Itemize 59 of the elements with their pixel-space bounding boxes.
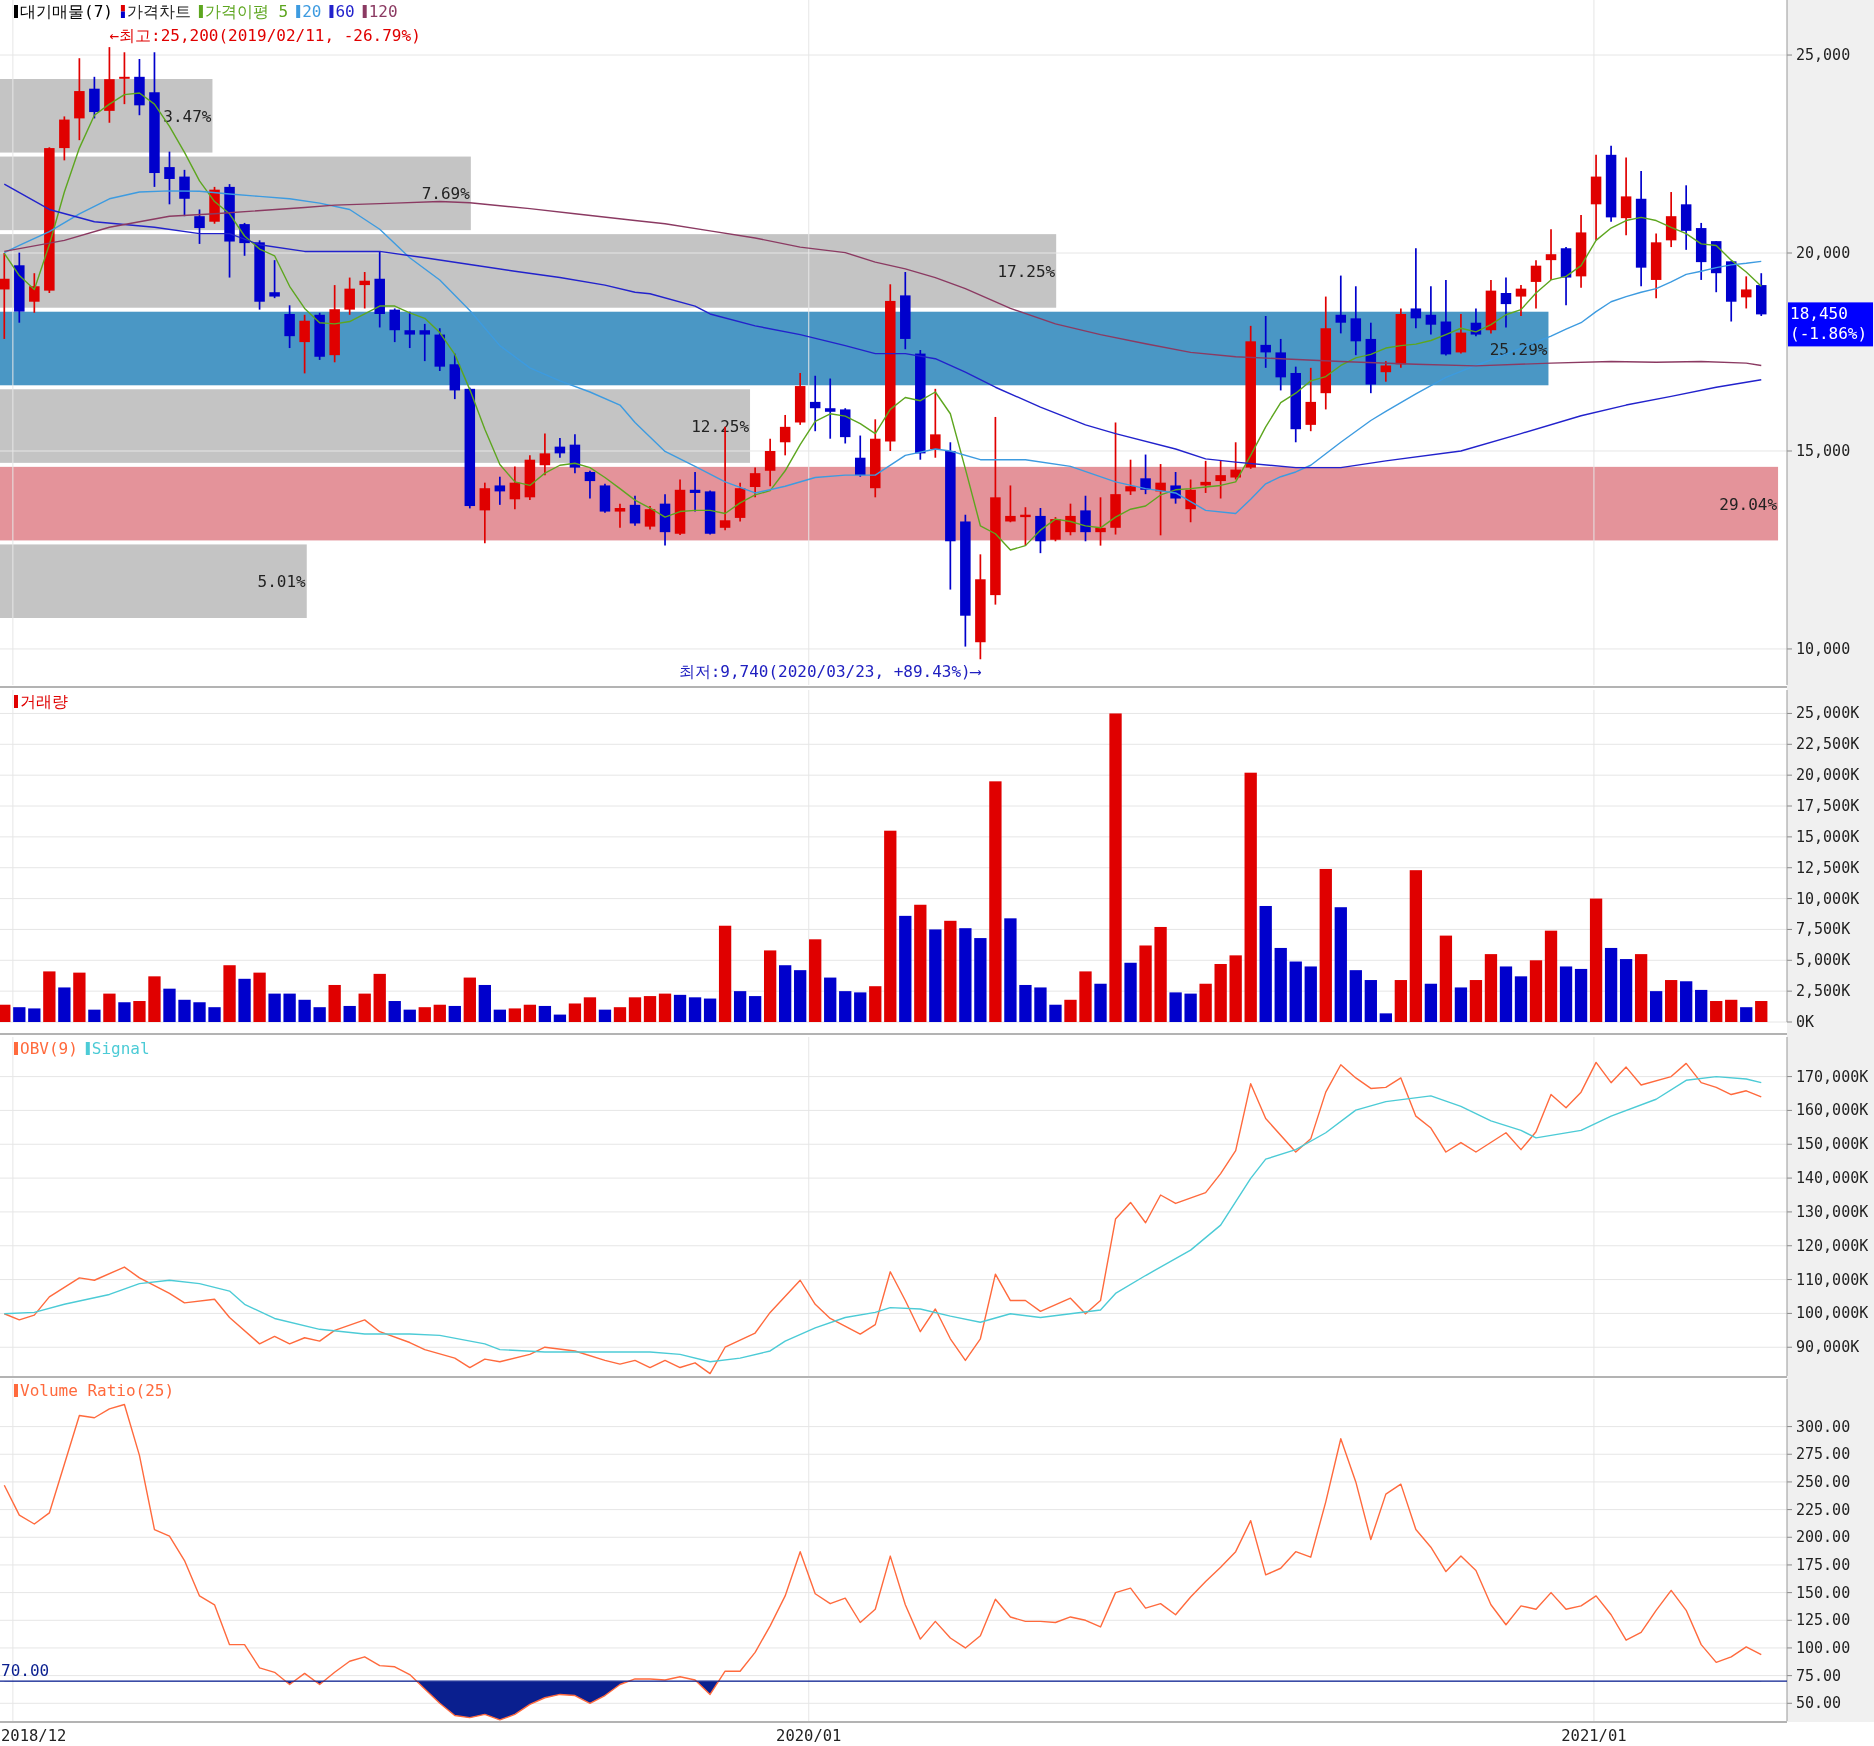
y-tick-label: 130,000K — [1796, 1202, 1869, 1221]
x-tick-label: 2021/01 — [1561, 1727, 1627, 1745]
data-label: 17.25% — [997, 261, 1056, 281]
y-tick-label: 100.00 — [1796, 1638, 1851, 1657]
y-tick-label: 300.00 — [1796, 1417, 1851, 1436]
ref-line-label: 70.00 — [1, 1661, 50, 1681]
legend-label: 120 — [368, 2, 398, 21]
y-tick-label: 25,000 — [1796, 46, 1851, 65]
text: 대기매물(7) — [20, 2, 113, 21]
legend-label: 가격차트 — [126, 2, 191, 21]
data-label: 29.04% — [1719, 494, 1778, 514]
y-tick-label: 5,000K — [1796, 951, 1851, 970]
data-label: 25.29% — [1489, 339, 1548, 359]
y-tick-label: 17,500K — [1796, 797, 1860, 816]
y-tick-label: 7,500K — [1796, 920, 1851, 939]
y-tick-label: 250.00 — [1796, 1472, 1851, 1491]
y-tick-label: 175.00 — [1796, 1555, 1851, 1574]
y-tick-label: 275.00 — [1796, 1445, 1851, 1464]
legend-label: Volume Ratio(25) — [20, 1381, 175, 1400]
y-tick-label: 12,500K — [1796, 858, 1860, 877]
y-tick-label: 25,000K — [1796, 704, 1860, 723]
x-tick-label: 2020/01 — [776, 1727, 842, 1745]
legend-label: 60 — [335, 2, 355, 21]
y-tick-label: 75.00 — [1796, 1666, 1842, 1685]
y-tick-label: 200.00 — [1796, 1528, 1851, 1547]
y-tick-label: 20,000 — [1796, 244, 1851, 263]
y-tick-label: 15,000K — [1796, 827, 1860, 846]
annotation: 18,450 (-1.86%) — [1790, 304, 1868, 344]
data-label: 12.25% — [691, 417, 750, 437]
legend-label: 20 — [302, 2, 322, 21]
legend-label: 거래량 — [20, 692, 68, 711]
y-tick-label: 125.00 — [1796, 1611, 1851, 1630]
y-tick-label: 22,500K — [1796, 735, 1860, 754]
y-tick-label: 150,000K — [1796, 1135, 1869, 1154]
y-tick-label: 50.00 — [1796, 1694, 1842, 1713]
y-tick-label: 100,000K — [1796, 1304, 1869, 1323]
y-tick-label: 90,000K — [1796, 1338, 1860, 1357]
y-tick-label: 2,500K — [1796, 982, 1851, 1001]
y-tick-label: 10,000 — [1796, 639, 1851, 658]
y-tick-label: 0K — [1796, 1013, 1815, 1031]
y-tick-label: 110,000K — [1796, 1270, 1869, 1289]
data-label: 5.01% — [257, 572, 307, 592]
legend-label: 가격이평 5 — [204, 2, 289, 21]
y-tick-label: 170,000K — [1796, 1067, 1869, 1086]
y-tick-label: 140,000K — [1796, 1169, 1869, 1188]
y-tick-label: 15,000 — [1796, 441, 1851, 460]
data-label: 7.69% — [421, 184, 471, 204]
annotation: 최저:9,740(2020/03/23, +89.43%)⟶ — [678, 662, 982, 682]
y-tick-label: 120,000K — [1796, 1236, 1869, 1255]
data-label: 3.47% — [163, 106, 212, 126]
y-tick-label: 10,000K — [1796, 889, 1860, 908]
y-tick-label: 160,000K — [1796, 1101, 1869, 1120]
legend-label: OBV(9) — [20, 1039, 78, 1058]
y-tick-label: 150.00 — [1796, 1583, 1851, 1602]
x-tick-label: 2018/12 — [1, 1727, 67, 1745]
annotation: ←최고:25,200(2019/02/11, -26.79%) — [109, 26, 421, 46]
y-tick-label: 20,000K — [1796, 766, 1860, 785]
legend-label: Signal — [91, 1039, 150, 1058]
y-tick-label: 225.00 — [1796, 1500, 1851, 1519]
